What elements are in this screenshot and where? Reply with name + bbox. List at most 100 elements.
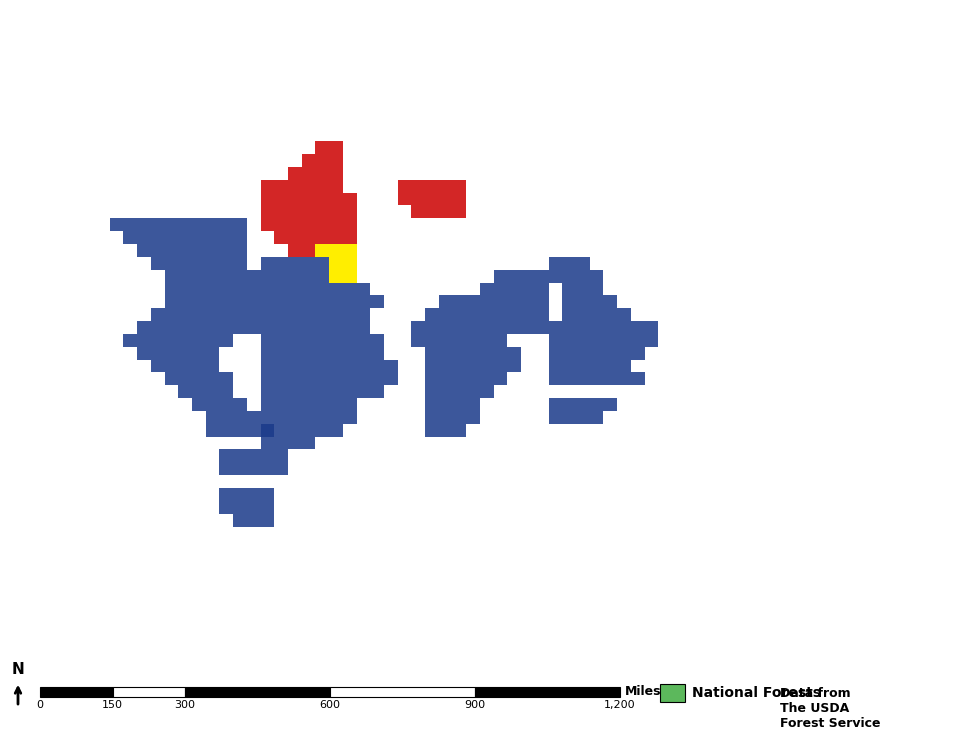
Bar <box>275 321 288 334</box>
Bar <box>548 411 563 424</box>
Bar <box>260 180 275 193</box>
Bar <box>260 450 275 462</box>
Bar <box>371 372 384 385</box>
Bar <box>563 257 576 269</box>
Bar <box>288 206 301 218</box>
Bar <box>425 308 439 321</box>
Bar <box>137 334 151 347</box>
Bar <box>164 269 179 283</box>
Bar <box>275 385 288 398</box>
Bar <box>439 180 452 193</box>
Bar <box>247 269 260 283</box>
Bar <box>205 269 220 283</box>
Bar <box>563 398 576 411</box>
Bar <box>493 334 508 347</box>
Bar <box>343 244 356 257</box>
Bar <box>439 360 452 372</box>
Bar <box>576 372 589 385</box>
Bar <box>589 334 604 347</box>
Bar <box>301 308 316 321</box>
Bar <box>631 347 644 360</box>
Bar <box>192 218 205 232</box>
Bar <box>301 360 316 372</box>
Bar <box>275 218 288 232</box>
Bar <box>563 269 576 283</box>
Bar <box>301 167 316 180</box>
Bar <box>617 308 631 321</box>
Bar <box>275 372 288 385</box>
Bar <box>260 488 275 501</box>
Bar <box>179 334 192 347</box>
Bar <box>452 206 467 218</box>
Bar <box>563 372 576 385</box>
Bar <box>260 385 275 398</box>
Bar <box>288 193 301 206</box>
Bar <box>205 411 220 424</box>
Bar <box>631 372 644 385</box>
Bar <box>343 206 356 218</box>
Bar <box>563 295 576 308</box>
Bar <box>220 398 233 411</box>
Bar <box>604 360 617 372</box>
Bar <box>179 385 192 398</box>
Bar <box>508 295 521 308</box>
Bar <box>548 372 563 385</box>
Bar <box>480 321 493 334</box>
Bar <box>343 411 356 424</box>
Bar <box>475 687 620 697</box>
Bar <box>493 269 508 283</box>
Bar <box>301 347 316 360</box>
Bar <box>316 360 329 372</box>
Text: 900: 900 <box>465 700 486 710</box>
Bar <box>576 360 589 372</box>
Bar <box>288 167 301 180</box>
Bar <box>412 321 425 334</box>
Bar <box>233 411 247 424</box>
Bar <box>329 424 343 436</box>
Bar <box>467 308 480 321</box>
Bar <box>151 257 164 269</box>
Bar <box>397 193 412 206</box>
Bar <box>329 372 343 385</box>
Bar <box>452 360 467 372</box>
Bar <box>617 360 631 372</box>
Bar <box>151 232 164 244</box>
Bar <box>439 424 452 436</box>
Bar <box>480 372 493 385</box>
Bar <box>329 206 343 218</box>
Bar <box>563 347 576 360</box>
Bar <box>220 411 233 424</box>
Bar <box>617 334 631 347</box>
Bar <box>356 360 371 372</box>
Bar <box>301 436 316 450</box>
Bar <box>179 218 192 232</box>
Bar <box>439 321 452 334</box>
Bar <box>179 321 192 334</box>
Bar <box>439 206 452 218</box>
Bar <box>316 321 329 334</box>
Bar <box>356 334 371 347</box>
Bar <box>384 360 397 372</box>
Bar <box>275 206 288 218</box>
Bar <box>452 347 467 360</box>
Bar <box>40 687 112 697</box>
Bar <box>589 321 604 334</box>
Text: 1,200: 1,200 <box>604 700 636 710</box>
Bar <box>124 232 137 244</box>
Bar <box>467 334 480 347</box>
Bar <box>233 398 247 411</box>
Bar <box>164 218 179 232</box>
Bar <box>260 513 275 527</box>
Bar <box>179 269 192 283</box>
Bar <box>275 450 288 462</box>
Bar <box>493 347 508 360</box>
Bar <box>452 398 467 411</box>
Bar <box>316 334 329 347</box>
Bar <box>356 308 371 321</box>
Bar <box>205 244 220 257</box>
Bar <box>275 232 288 244</box>
Bar <box>343 398 356 411</box>
Bar <box>316 385 329 398</box>
Bar <box>301 424 316 436</box>
Bar <box>288 411 301 424</box>
